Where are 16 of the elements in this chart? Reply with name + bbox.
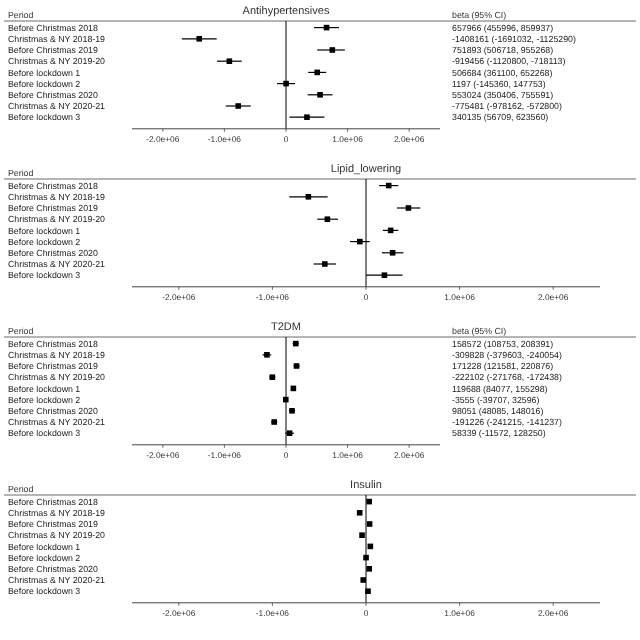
point	[226, 58, 233, 64]
point	[314, 69, 321, 76]
point	[385, 182, 392, 189]
point	[304, 114, 310, 120]
point	[324, 216, 331, 222]
point	[305, 194, 312, 200]
point	[381, 272, 388, 278]
point	[405, 205, 412, 211]
point	[196, 36, 203, 42]
point	[283, 80, 289, 87]
point	[317, 92, 323, 98]
point	[321, 261, 328, 267]
point	[235, 103, 242, 109]
point	[329, 47, 336, 53]
point	[389, 250, 396, 256]
point	[357, 238, 363, 245]
